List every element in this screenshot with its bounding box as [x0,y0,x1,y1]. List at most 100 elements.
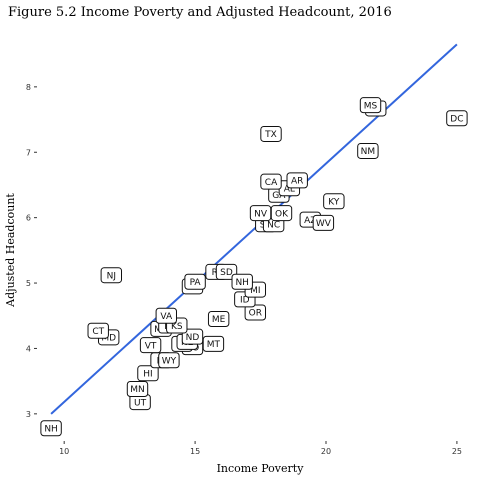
state-label-text: WV [316,219,332,229]
state-label: OK [270,205,293,222]
state-label-box [40,420,62,437]
state-label: MT [202,335,225,352]
state-label-text: GA [272,191,286,201]
state-label-text: NM [361,147,376,157]
state-label: ME [207,311,230,328]
state-label-text: NH [235,278,249,288]
axes: 10 15 20 25 3 4 5 6 7 8 [26,83,462,456]
state-label-text: OK [275,209,289,219]
state-label: ND [181,328,204,345]
state-label-text: MT [207,340,221,350]
state-label-box [260,173,282,190]
state-label: MS [359,97,382,114]
x-tick-label: 10 [59,447,69,456]
state-label-text: ND [186,333,200,343]
state-label-text: NV [254,209,268,219]
state-label-box [155,307,177,324]
state-label: MN [126,380,149,397]
state-label-text: WY [162,356,177,366]
state-label-text: AZ [304,216,316,226]
state-label-box [270,205,293,222]
state-label-text: SD [220,268,233,278]
state-label-text: PA [190,278,202,288]
state-label: KY [323,193,345,210]
state-label: CT [87,322,109,339]
x-axis-title: Income Poverty [217,462,305,475]
state-label-box [231,273,253,290]
state-label: DC [446,110,468,127]
state-label-text: AL [284,184,295,194]
state-label-box [139,337,162,354]
state-label-box [100,267,123,284]
state-label: HI [137,365,159,382]
state-label: AR [286,172,308,189]
state-label-box [312,214,335,231]
state-label-box [181,328,204,345]
state-label-text: KS [171,322,183,332]
state-label-box [446,110,468,127]
state-label-text: HI [143,369,152,379]
state-label-box [207,311,230,328]
state-label-text: DC [450,114,463,124]
state-label-text: KY [328,198,340,208]
state-label-text: MN [130,385,145,395]
state-label-text: UT [134,398,147,408]
y-tick-label: 7 [26,148,31,157]
state-label: NH [40,420,62,437]
x-tick-label: 20 [321,447,331,456]
state-label: WY [158,352,180,369]
fit-line-layer [50,43,458,415]
y-tick-label: 8 [26,83,31,92]
state-label-text: CA [265,178,278,188]
state-label-box [126,380,149,397]
state-labels: NHUTMNHIIAWYCOMTWIVTNENDMDCTMAINKSVAMEOR… [40,97,468,437]
y-tick-label: 5 [26,279,31,288]
state-label-box [158,352,180,369]
state-label-text: MD [101,334,116,344]
state-label: NJ [100,267,123,284]
state-label-text: NC [267,220,280,230]
y-axis-title: Adjusted Headcount [4,193,17,308]
state-label-text: TX [264,130,277,140]
state-label-box [184,273,206,290]
state-label-box [202,335,225,352]
state-label-box [87,322,109,339]
state-label-box [359,97,382,114]
state-label: SD [215,263,238,280]
state-label: TX [260,125,282,142]
state-label-text: ME [212,315,226,325]
y-tick-label: 3 [26,410,31,419]
state-label: NV [249,205,272,222]
state-label-box [215,263,238,280]
state-label-text: OR [249,309,262,319]
state-label-text: VT [145,341,157,351]
state-label-text: MS [364,101,378,111]
chart-title: Figure 5.2 Income Poverty and Adjusted H… [8,5,392,20]
fit-line [50,43,458,415]
state-label-box [323,193,345,210]
state-label-text: ID [240,296,250,306]
y-tick-label: 6 [26,214,31,223]
state-label: CA [260,173,282,190]
x-tick-label: 25 [452,447,462,456]
state-label-text: NH [44,424,58,434]
state-label-box [137,365,159,382]
state-label: NH [231,273,253,290]
state-label-text: CT [92,327,104,337]
state-label-box [286,172,308,189]
state-label-box [249,205,272,222]
state-label: WV [312,214,335,231]
state-label-text: NJ [107,271,116,281]
state-label: VT [139,337,162,354]
state-label-box [357,142,379,159]
state-label-text: AR [291,177,303,187]
state-label: VA [155,307,177,324]
x-tick-label: 15 [190,447,200,456]
state-label-text: MI [250,286,260,296]
state-label-box [260,125,282,142]
state-label: NM [357,142,379,159]
y-tick-label: 4 [26,344,31,353]
state-label: PA [184,273,206,290]
state-label-text: VA [160,312,173,322]
